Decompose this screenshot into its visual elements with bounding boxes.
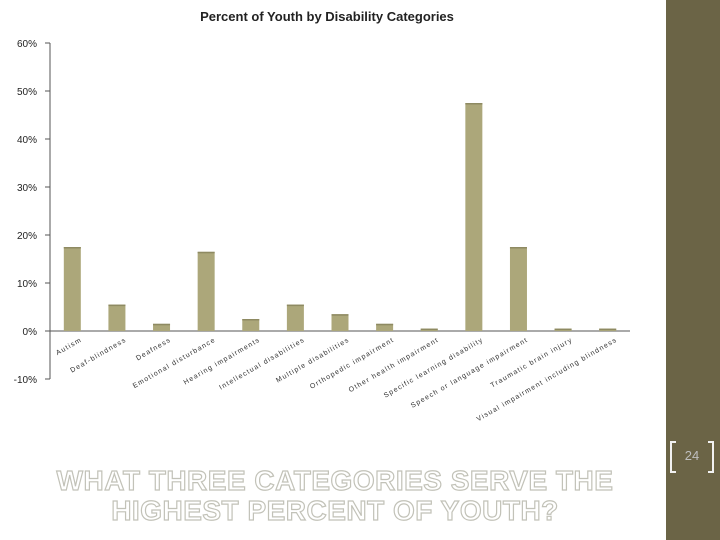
y-tick-label: 20% [17,231,37,242]
y-tick-label: -10% [14,375,37,386]
headline-line-1: WHAT THREE CATEGORIES SERVE THE [56,465,614,496]
page-number: 24 [684,448,700,463]
bar-top-edge [509,247,527,249]
x-tick-label: Multiple disabilities [275,337,351,385]
x-tick-label: Hearing impairments [183,337,262,387]
x-tick-label: Autism [55,337,83,357]
headline-line-2: HIGHEST PERCENT OF YOUTH? [111,495,559,526]
x-tick-label: Other health impairment [348,337,440,394]
x-tick-label: Emotional disturbance [132,337,217,390]
bar [286,304,304,331]
x-tick-label: Orthopedic impairment [309,337,396,391]
bar-top-edge [554,328,572,331]
bar-top-edge [376,323,394,326]
bar-chart: Percent of Youth by Disability Categorie… [14,9,630,424]
sidebar-panel [666,0,720,540]
slide-headline: WHAT THREE CATEGORIES SERVE THE HIGHEST … [20,465,650,526]
bar-top-edge [197,251,215,254]
y-tick-label: 60% [17,39,37,50]
bars [63,103,617,331]
bar [242,319,260,331]
bar-top-edge [465,103,483,105]
bar [509,247,527,331]
bar [465,103,483,331]
chart-title: Percent of Youth by Disability Categorie… [200,9,454,24]
x-tick-label: Traumatic brain injury [490,337,574,390]
bar-top-edge [108,304,126,307]
page-number-bracket [670,441,714,473]
bar-top-edge [599,328,617,331]
y-tick-label: 50% [17,87,37,98]
bar-top-edge [242,319,260,321]
bar [108,304,126,331]
bar-top-edge [63,247,81,249]
bar [153,323,171,331]
bar-top-edge [286,304,304,307]
y-tick-label: 40% [17,135,37,146]
bar [197,251,215,331]
x-tick-label: Deafness [135,337,172,363]
x-tick-label: Intellectual disabilities [218,337,306,392]
y-tick-label: 0% [23,327,38,338]
bar [376,323,394,331]
bar [63,247,81,331]
y-tick-label: 10% [17,279,37,290]
bar [331,314,349,331]
bar-top-edge [420,328,438,331]
bar-top-edge [331,314,349,316]
y-tick-label: 30% [17,183,37,194]
bar-top-edge [153,323,171,326]
axes: -10% 0% 10% 20% 30% 40% 50% 60% [14,39,630,386]
